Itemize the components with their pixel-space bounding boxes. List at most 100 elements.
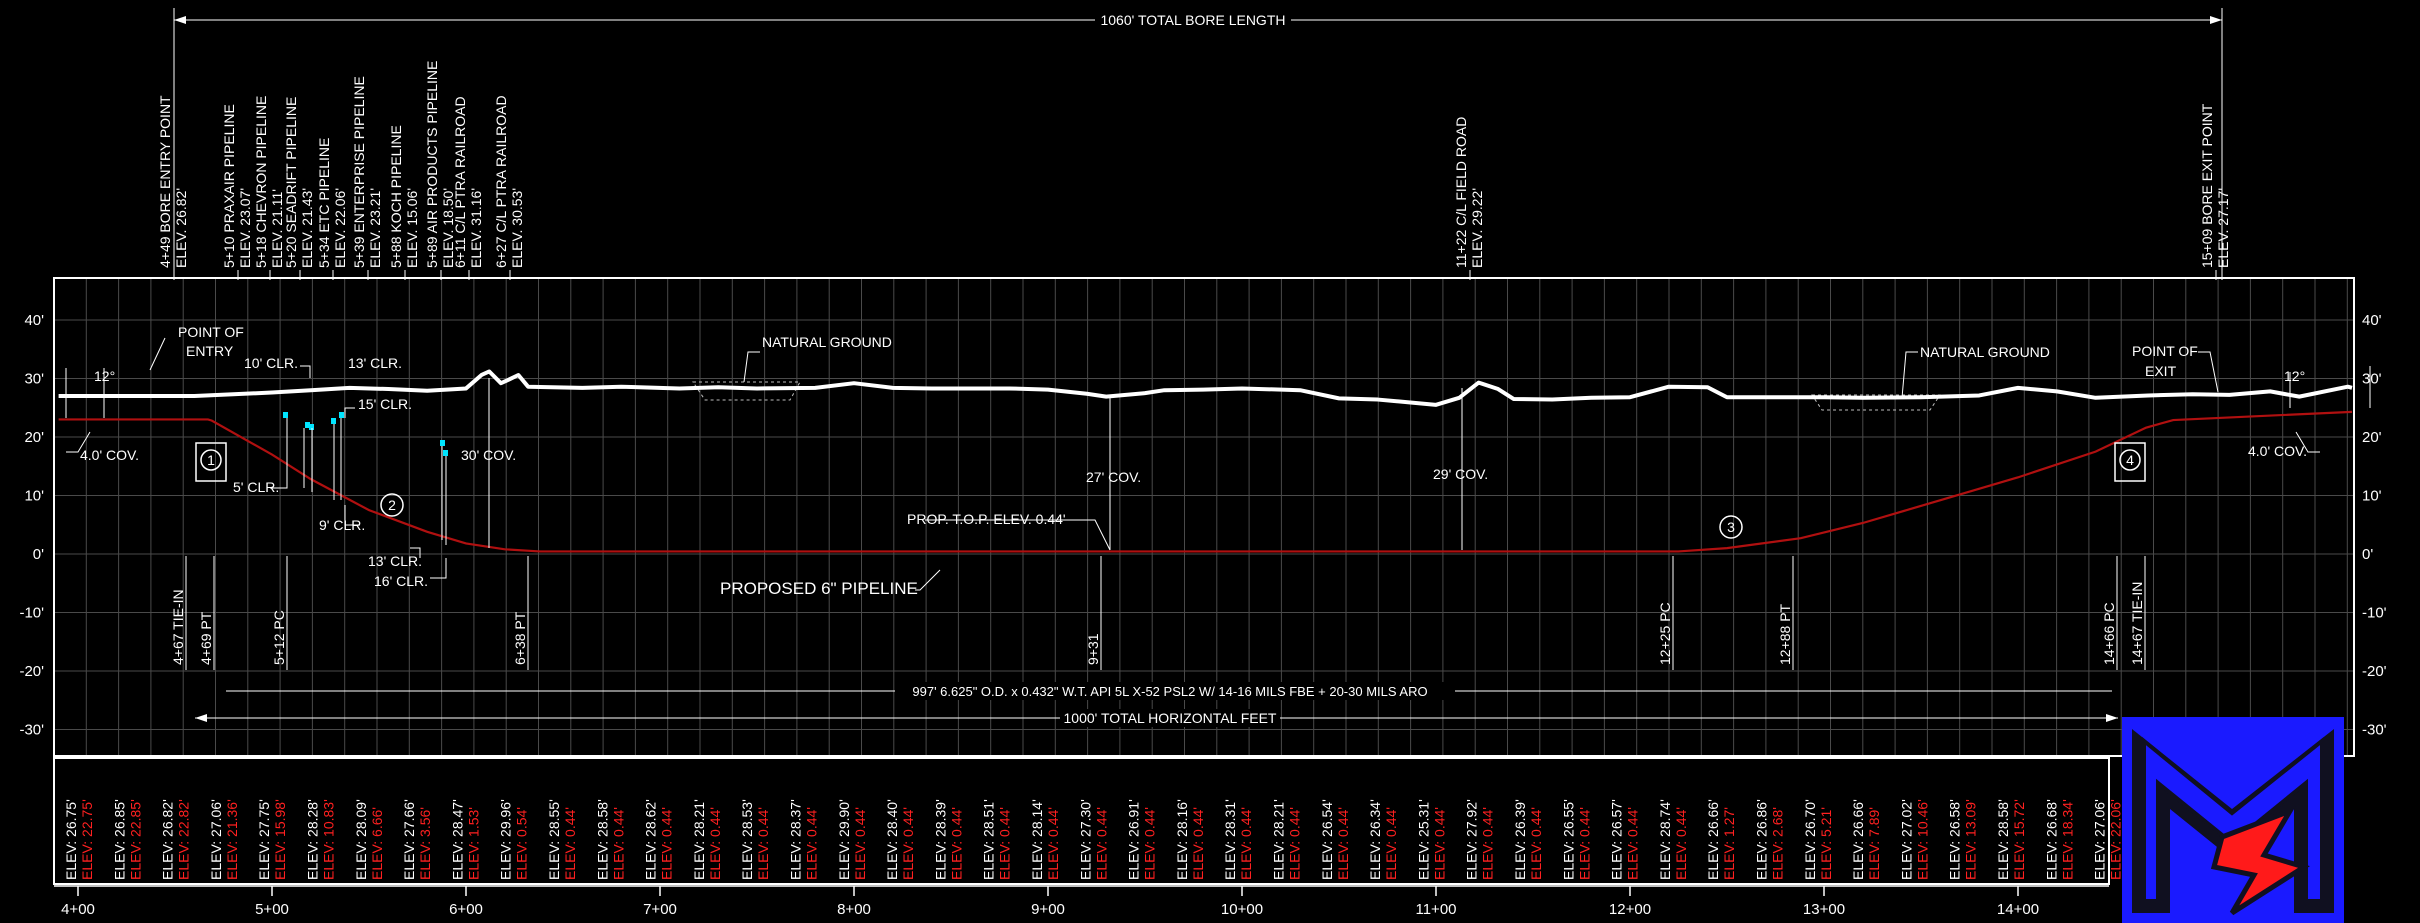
ground-elevation-cell: ELEV: 27.66' — [401, 799, 417, 880]
ground-elevation-cell: ELEV: 26.57' — [1609, 799, 1625, 880]
pipe-elevation-cell: ELEV: 0.44' — [610, 807, 626, 880]
callout-label: ELEV. 29.22' — [1469, 188, 1485, 268]
elevation-tick-label-right: -30' — [2362, 722, 2387, 739]
ground-elevation-cell: ELEV: 28.53' — [739, 799, 755, 880]
ground-elevation-cell: ELEV: 28.55' — [546, 799, 562, 880]
pipe-elevation-cell: ELEV: 0.44' — [997, 807, 1013, 880]
station-point-label: 12+25 PC — [1657, 602, 1673, 665]
callout-label: 5+34 ETC PIPELINE — [316, 138, 332, 268]
pipe-elevation-cell: ELEV: 0.54' — [514, 807, 530, 880]
angle-entry-label: 12° — [94, 368, 115, 384]
pipe-spec-label: 997' 6.625" O.D. x 0.432" W.T. API 5L X-… — [912, 684, 1427, 699]
station-tick-label: 12+00 — [1609, 901, 1651, 918]
pipe-elevation-cell: ELEV: 18.34' — [2059, 799, 2075, 880]
pipe-elevation-cell: ELEV: 0.44' — [1480, 807, 1496, 880]
elevation-tick-label-right: 0' — [2362, 546, 2373, 563]
natural-ground-label-2: NATURAL GROUND — [1920, 344, 2050, 360]
ground-elevation-cell: ELEV: 26.66' — [1850, 799, 1866, 880]
callout-label: 5+10 PRAXAIR PIPELINE — [221, 104, 237, 268]
ground-elevation-cell: ELEV: 26.86' — [1754, 799, 1770, 880]
station-tick-label: 7+00 — [643, 901, 677, 918]
ground-elevation-cell: ELEV: 26.54' — [1319, 799, 1335, 880]
station-tick-label: 9+00 — [1031, 901, 1065, 918]
station-points: 4+67 TIE-IN 4+69 PT 5+12 PC 6+38 PT 9+31 12+2… — [170, 556, 2146, 670]
clearance-10-label: 10' CLR. — [244, 355, 298, 371]
ground-elevation-cell: ELEV: 26.55' — [1560, 799, 1576, 880]
clearance-16-label: 16' CLR. — [374, 573, 428, 589]
profile-frame — [53, 277, 2355, 757]
pipe-elevation-cell: ELEV: 0.44' — [1238, 807, 1254, 880]
ground-elevation-cell: ELEV: 26.58' — [1947, 799, 1963, 880]
clearance-15-label: 15' CLR. — [358, 396, 412, 412]
ground-elevation-cell: ELEV: 25.31' — [1415, 799, 1431, 880]
callout-label: ELEV. 23.21' — [367, 188, 383, 268]
ground-elevation-cell: ELEV: 27.92' — [1464, 799, 1480, 880]
pipe-elevation-cell: ELEV: 15.72' — [2011, 799, 2027, 880]
ground-elevation-cell: ELEV: 28.47' — [449, 799, 465, 880]
callout-label: ELEV. 22.06' — [332, 188, 348, 268]
pipe-elevation-cell: ELEV: 0.44' — [562, 807, 578, 880]
ground-elevation-cell: ELEV: 29.96' — [498, 799, 514, 880]
pipe-elevation-cell: ELEV: 7.89' — [1866, 807, 1882, 880]
ground-elevation-cell: ELEV: 26.82' — [160, 799, 176, 880]
ground-elevation-cell: ELEV: 27.30' — [1077, 799, 1093, 880]
pipe-elevation-cell: ELEV: 0.44' — [1673, 807, 1689, 880]
elevation-tick-label-right: -10' — [2362, 605, 2387, 622]
station-point-label: 4+67 TIE-IN — [170, 589, 186, 665]
cover-29-label: 29' COV. — [1433, 466, 1488, 482]
ground-elevation-cell: ELEV: 26.39' — [1512, 799, 1528, 880]
pipe-elevation-cell: ELEV: 0.44' — [707, 807, 723, 880]
pipe-elevation-cell: ELEV: 22.75' — [79, 799, 95, 880]
marker-3-label: 3 — [1727, 519, 1735, 535]
station-point-label: 5+12 PC — [271, 610, 287, 665]
profile-grid — [54, 278, 2354, 756]
proposed-pipeline-profile — [58, 410, 2353, 553]
pipe-elevation-cell: ELEV: 0.44' — [755, 807, 771, 880]
pipe-elevation-cell: ELEV: 0.44' — [852, 807, 868, 880]
point-of-entry-label-1: POINT OF — [178, 324, 244, 340]
ground-elevation-cell: ELEV: 28.62' — [643, 799, 659, 880]
ground-elevation-cell: ELEV: 26.85' — [111, 799, 127, 880]
marker-1-label: 1 — [207, 452, 215, 468]
ground-elevation-cell: ELEV: 28.40' — [884, 799, 900, 880]
prop-top-elevation-label: PROP. T.O.P. ELEV. 0.44' — [907, 511, 1066, 527]
callout-label: ELEV. 15.06' — [404, 188, 420, 268]
ground-elevation-cell: ELEV: 27.06' — [208, 799, 224, 880]
elevation-tick-label-left: -30' — [19, 722, 44, 739]
marker-1-circle — [200, 449, 222, 471]
station-point-label: 4+69 PT — [198, 611, 214, 665]
station-tick-label: 11+00 — [1415, 901, 1456, 918]
ground-elevation-cell: ELEV: 28.58' — [594, 799, 610, 880]
pipe-elevation-cell: ELEV: 22.85' — [127, 799, 143, 880]
ground-elevation-cell: ELEV: 27.75' — [256, 799, 272, 880]
ground-elevation-cell: ELEV: 28.37' — [788, 799, 804, 880]
marker-4-label: 4 — [2126, 452, 2134, 468]
ground-elevation-cell: ELEV: 28.74' — [1657, 799, 1673, 880]
total-bore-dimension: 1060' TOTAL BORE LENGTH — [173, 8, 2223, 280]
ground-elevation-cell: ELEV: 28.31' — [1222, 799, 1238, 880]
callout-label: ELEV. 26.82' — [173, 188, 189, 268]
ground-elevation-cell: ELEV: 28.58' — [1995, 799, 2011, 880]
elevation-tick-label-left: -10' — [19, 605, 44, 622]
elevation-tick-label-left: 20' — [24, 429, 44, 446]
station-tick-label: 14+00 — [1997, 901, 2039, 918]
clearance-13-bottom-label: 13' CLR. — [368, 553, 422, 569]
station-tick-label: 13+00 — [1803, 901, 1845, 918]
marker-3-circle — [1719, 515, 1743, 539]
callout-label: 15+09 BORE EXIT POINT — [2199, 103, 2215, 268]
ground-elevation-cell: ELEV: 28.09' — [353, 799, 369, 880]
pipe-elevation-cell: ELEV: 0.44' — [1287, 807, 1303, 880]
elevation-tick-label-right: 20' — [2362, 429, 2382, 446]
proposed-pipeline-label: PROPOSED 6" PIPELINE — [720, 579, 918, 598]
pipe-elevation-cell: ELEV: 0.44' — [1335, 807, 1351, 880]
elevation-axis: 40' 40' 30' 30' 20' 20' 10' 10' 0' 0' -10' -10' -20'… — [19, 312, 2386, 739]
marker-2-circle — [380, 493, 404, 517]
clearance-5-label: 5' CLR. — [233, 479, 279, 495]
ground-elevation-cell: ELEV: 27.02' — [1898, 799, 1914, 880]
pipe-elevation-cell: ELEV: 0.44' — [804, 807, 820, 880]
station-tick-label: 10+00 — [1221, 901, 1263, 918]
callout-label: 5+18 CHEVRON PIPELINE — [253, 96, 269, 268]
pipe-elevation-cell: ELEV: 10.46' — [1914, 799, 1930, 880]
elevation-tick-label-left: 0' — [33, 546, 44, 563]
